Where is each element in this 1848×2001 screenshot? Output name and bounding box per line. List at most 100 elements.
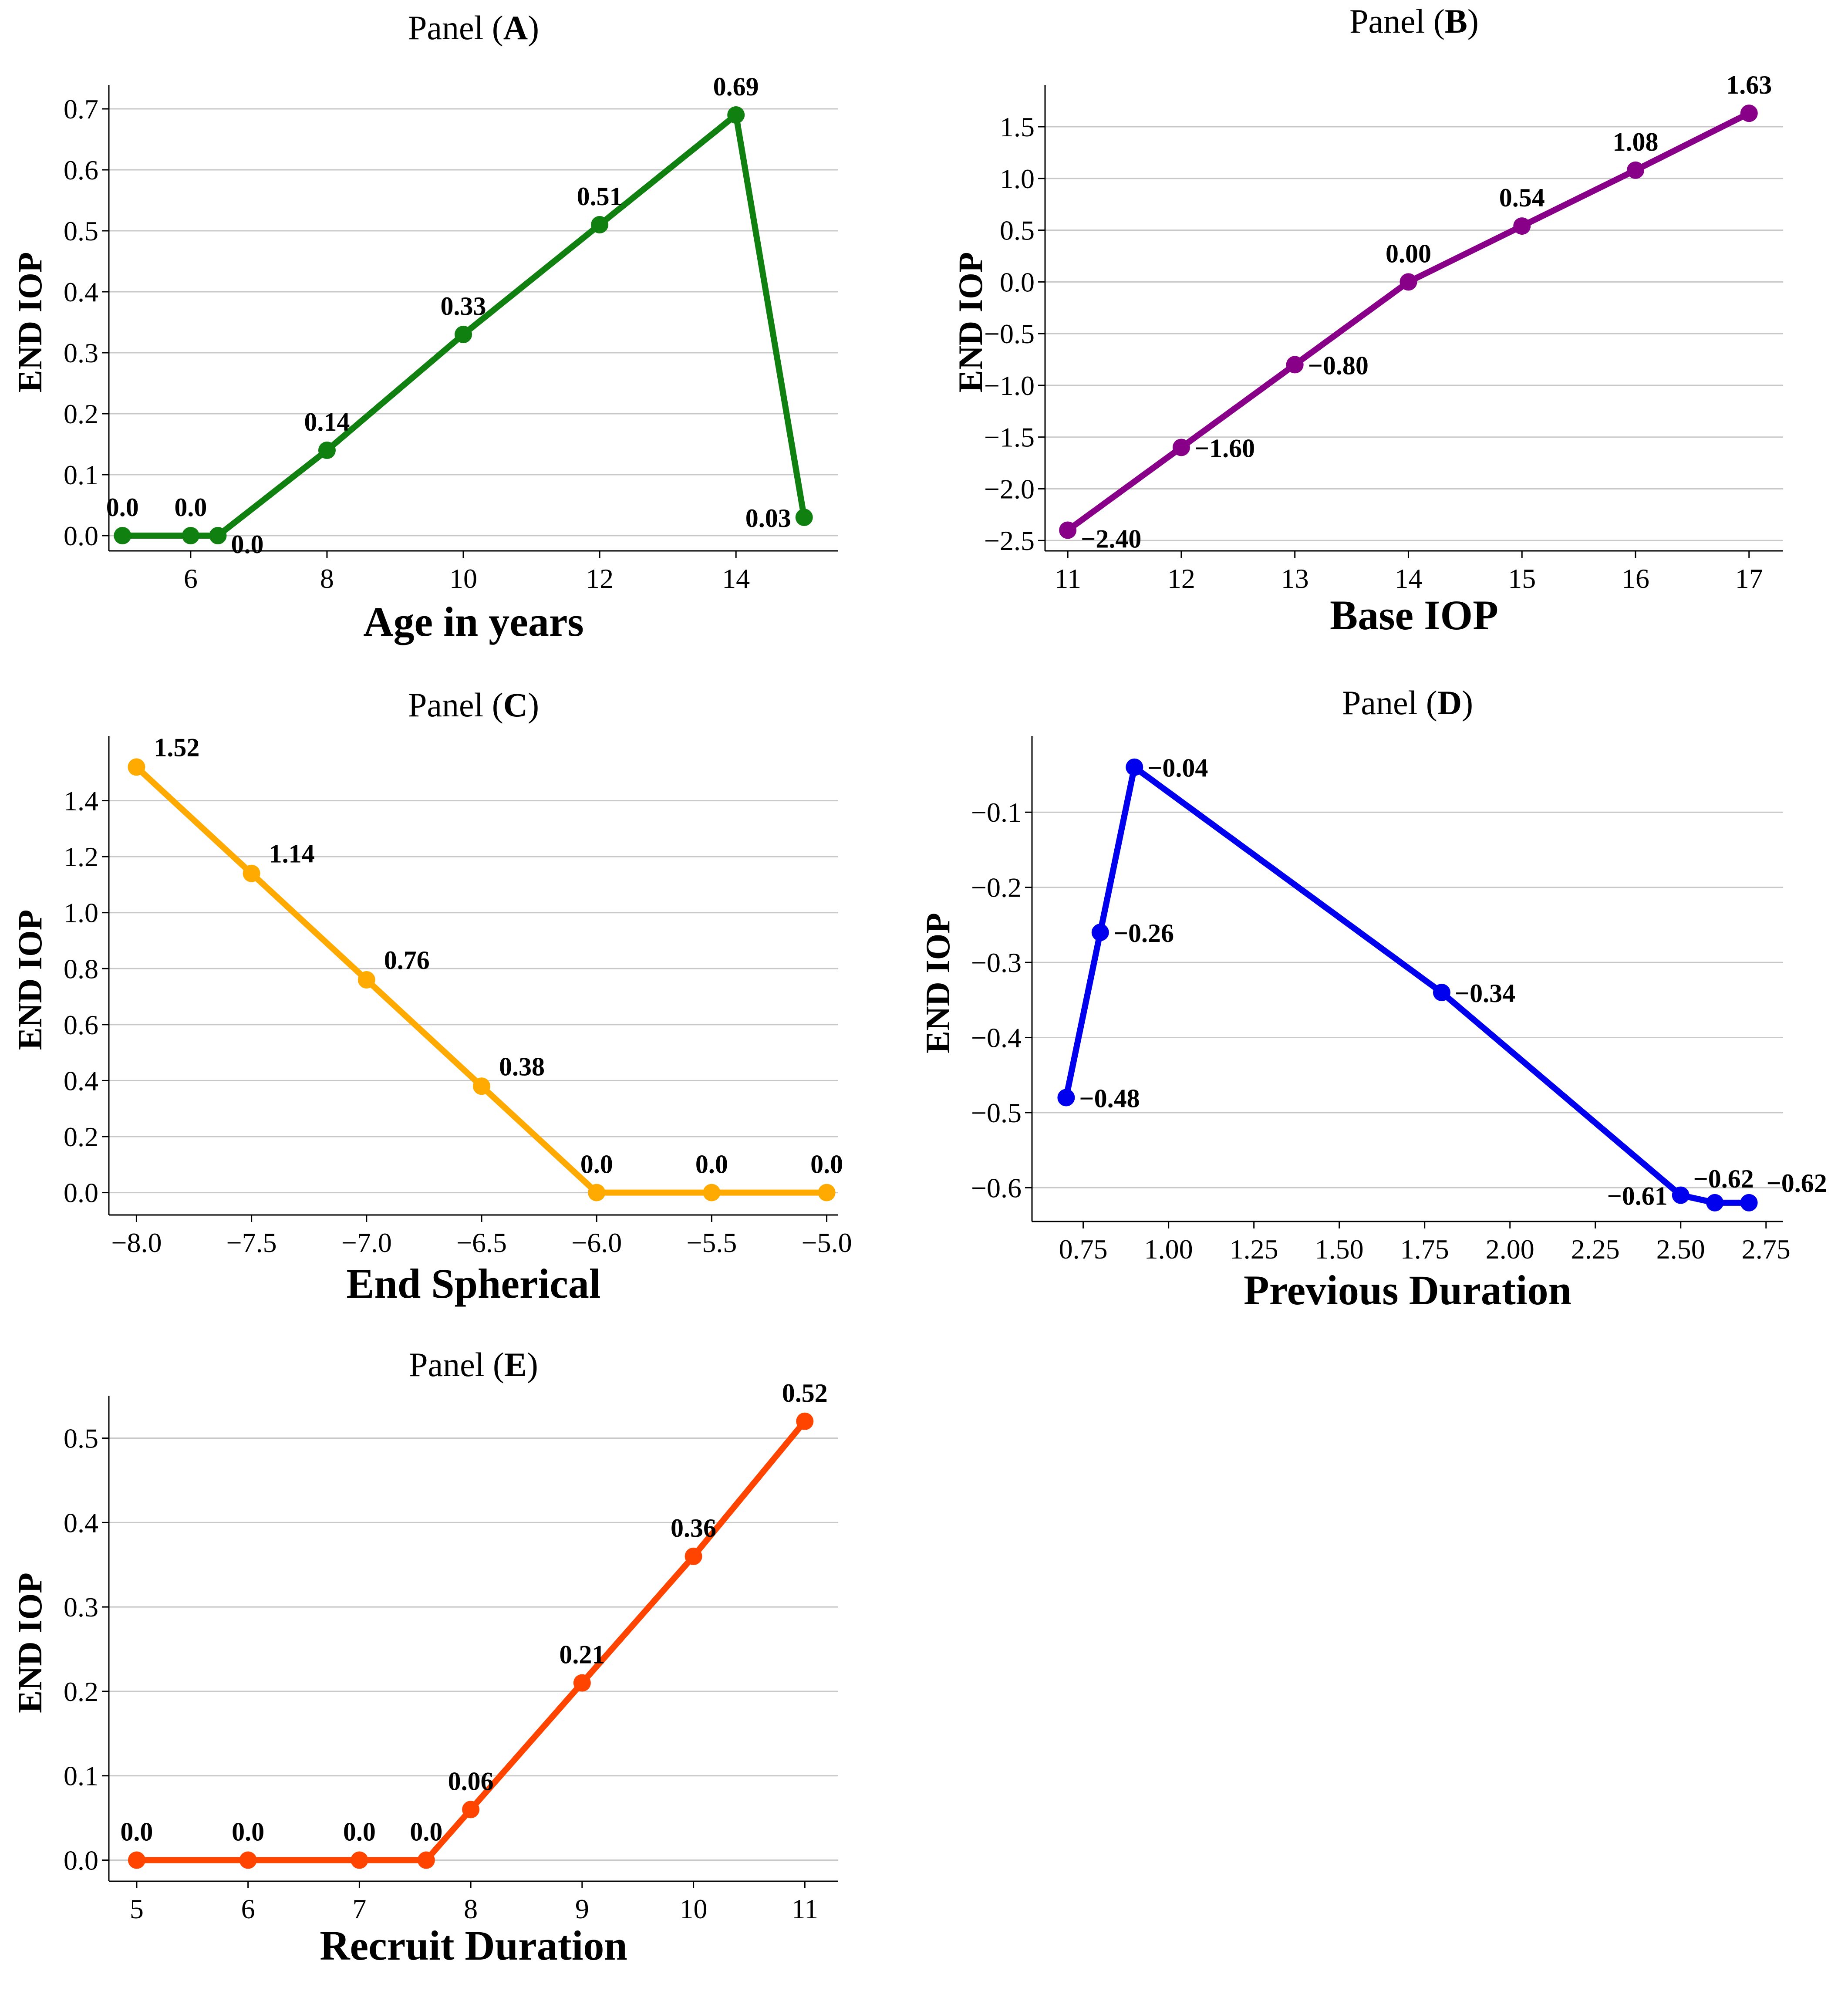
data-label: 0.54: [1499, 183, 1545, 212]
y-tick-label: 0.6: [64, 1009, 98, 1040]
panel-title-suffix: ): [1467, 2, 1479, 40]
data-point: [1091, 924, 1109, 941]
data-label: 0.0: [120, 1818, 153, 1846]
panel-title-prefix: Panel (: [1342, 684, 1437, 722]
data-label: 0.51: [577, 182, 623, 211]
x-axis-label: End Spherical: [346, 1260, 600, 1307]
x-tick-label: 5: [130, 1893, 144, 1924]
x-tick-label: 15: [1508, 563, 1536, 594]
data-label: 0.0: [695, 1150, 728, 1179]
data-point: [472, 1077, 490, 1095]
data-point: [209, 527, 227, 544]
y-tick-label: 0.5: [64, 1423, 98, 1454]
data-point: [462, 1801, 480, 1819]
panel-title-suffix: ): [1462, 684, 1473, 722]
data-label: 0.0: [231, 530, 263, 559]
x-tick-label: 17: [1735, 563, 1763, 594]
data-point: [1672, 1186, 1690, 1204]
data-label: 0.33: [441, 292, 486, 321]
panel-a: Panel (A) 0.0 0.1 0.2 0.3 0.4 0.5 0.6 0.7 6 8 10 12 1…: [11, 9, 838, 645]
data-label: 0.06: [448, 1767, 494, 1795]
y-tick-label: −0.6: [971, 1172, 1022, 1203]
x-tick-label: −8.0: [111, 1227, 162, 1258]
y-tick-label: 0.3: [64, 337, 98, 368]
x-tick-label: 2.50: [1656, 1234, 1705, 1265]
y-tick-label: 0.1: [64, 1761, 98, 1792]
panel-title: Panel (B): [1349, 2, 1479, 40]
data-point: [796, 1412, 814, 1430]
panel-title: Panel (C): [408, 686, 539, 724]
panel-title-letter: D: [1437, 684, 1462, 722]
data-point: [182, 527, 199, 544]
y-axis-label: END IOP: [951, 252, 989, 393]
data-point: [1126, 758, 1143, 776]
x-tick-label: −7.5: [226, 1227, 277, 1258]
data-label: 0.00: [1386, 239, 1431, 268]
data-label: 0.52: [782, 1379, 828, 1407]
series-line: [1063, 764, 1749, 1206]
data-point: [573, 1674, 591, 1692]
data-label: −2.40: [1081, 524, 1141, 553]
data-point: [417, 1851, 435, 1869]
panel-b: Panel (B) −2.5 −2.0 −1.5 −1.0 −0.5 0.0 0.5 1.0 1.…: [951, 2, 1783, 638]
data-label: 0.69: [713, 72, 759, 101]
panel-title-prefix: Panel (: [408, 686, 503, 724]
panel-e: Panel (E) 0.0 0.1 0.2 0.3 0.4 0.5 5 6 7 8 9 10 11 Recr…: [11, 1346, 838, 1969]
data-point: [1513, 217, 1531, 235]
data-label: 0.0: [410, 1818, 442, 1846]
x-axis-label: Age in years: [363, 598, 584, 645]
panel-d: Panel (D) −0.6 −0.5 −0.4 −0.3 −0.2 −0.1 0.75 1.0…: [919, 684, 1827, 1313]
data-point: [1286, 356, 1304, 374]
x-axis-label: Base IOP: [1330, 592, 1498, 638]
data-label: 1.52: [154, 733, 199, 762]
data-point: [818, 1184, 836, 1201]
x-tick-label: 6: [184, 563, 198, 594]
data-label: −0.04: [1147, 754, 1208, 783]
data-label: 0.36: [671, 1514, 716, 1542]
data-point: [685, 1547, 702, 1565]
y-tick-label: 0.5: [1000, 215, 1035, 246]
data-point: [727, 106, 745, 124]
x-tick-label: 1.25: [1230, 1234, 1278, 1265]
data-point: [239, 1851, 257, 1869]
x-tick-label: 14: [1394, 563, 1422, 594]
panel-title-letter: A: [503, 9, 528, 47]
panel-title: Panel (D): [1342, 684, 1473, 722]
data-point: [318, 442, 336, 459]
y-tick-label: 1.5: [1000, 111, 1035, 142]
data-point: [1627, 161, 1644, 179]
data-label: −0.80: [1308, 351, 1369, 380]
data-label: −0.48: [1079, 1084, 1140, 1113]
data-label: −1.60: [1194, 434, 1255, 462]
data-point: [351, 1851, 368, 1869]
series-line: [134, 765, 827, 1196]
y-axis-label: END IOP: [11, 252, 49, 393]
y-tick-label: −0.5: [971, 1097, 1022, 1128]
y-tick-label: 0.2: [64, 398, 98, 429]
y-tick-label: 1.4: [64, 786, 98, 817]
y-tick-label: 0.0: [64, 1845, 98, 1876]
data-label: −0.34: [1455, 979, 1515, 1008]
data-point: [1059, 521, 1077, 539]
data-point: [455, 326, 472, 343]
y-tick-label: 0.4: [64, 277, 98, 307]
data-label: 1.14: [269, 840, 315, 868]
data-label: 0.76: [384, 946, 430, 975]
panel-title-letter: B: [1445, 2, 1467, 40]
panel-title-letter: C: [503, 686, 528, 724]
x-tick-label: 12: [586, 563, 614, 594]
panel-title-letter: E: [504, 1346, 527, 1383]
x-tick-label: 11: [791, 1893, 818, 1924]
x-tick-label: −7.0: [341, 1227, 392, 1258]
x-tick-label: 10: [449, 563, 477, 594]
y-axis-label: END IOP: [11, 910, 49, 1050]
y-tick-label: 0.6: [64, 155, 98, 186]
x-tick-label: 8: [464, 1893, 478, 1924]
x-tick-label: 16: [1622, 563, 1649, 594]
data-label: 0.0: [232, 1818, 264, 1846]
data-point: [1740, 105, 1758, 122]
y-tick-label: −2.5: [984, 525, 1035, 556]
y-tick-label: 0.2: [64, 1121, 98, 1152]
y-tick-label: 0.4: [64, 1065, 98, 1096]
y-tick-label: −0.5: [984, 318, 1035, 349]
